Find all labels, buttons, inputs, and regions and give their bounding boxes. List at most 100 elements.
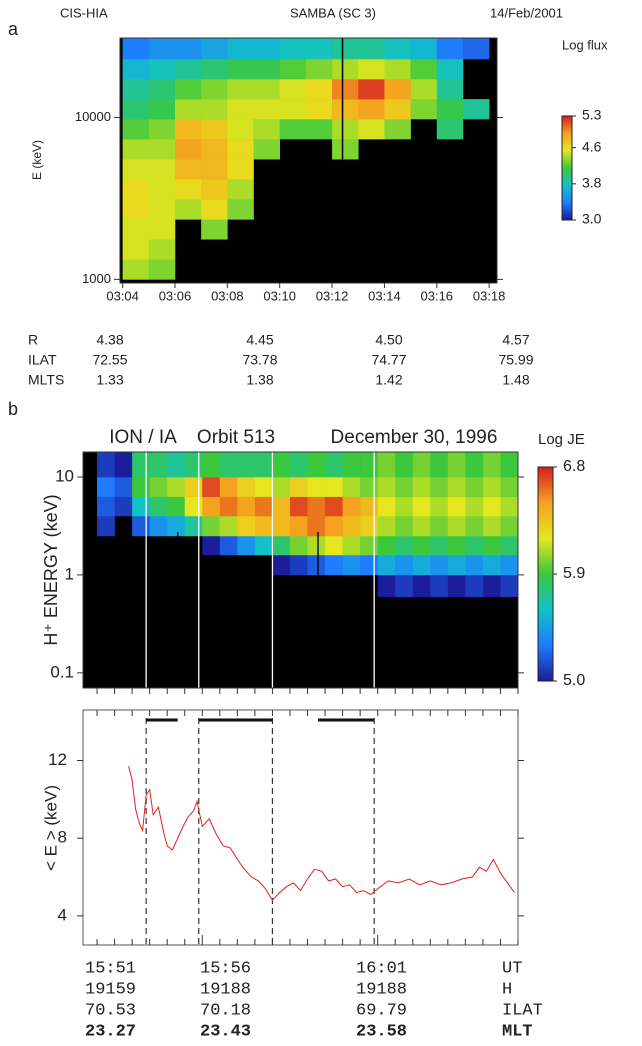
panel-label: b xyxy=(8,399,18,419)
heat-cell xyxy=(272,452,291,478)
y-tick-label: 1 xyxy=(65,564,74,583)
heat-cell xyxy=(305,58,333,80)
table-value: 1.42 xyxy=(375,372,402,388)
heat-cell xyxy=(342,476,361,497)
heat-cell xyxy=(148,159,176,180)
heat-cell xyxy=(174,199,202,220)
heat-cell xyxy=(174,179,202,200)
heat-cell xyxy=(167,476,186,497)
table-cell: 19159 xyxy=(85,980,136,999)
colorbar-label: Log JE xyxy=(538,431,585,448)
heat-cell xyxy=(174,79,202,100)
heat-cell xyxy=(360,496,378,517)
table-cell: 69.79 xyxy=(356,1001,407,1020)
heat-cell xyxy=(325,515,343,537)
x-tick-label: 03:14 xyxy=(368,288,401,303)
heat-cell xyxy=(410,38,438,60)
heat-cell xyxy=(412,476,431,497)
heat-cell xyxy=(436,99,464,120)
heat-cell xyxy=(253,119,281,140)
table-cell: 23.43 xyxy=(200,1022,251,1041)
heat-cell xyxy=(227,58,254,80)
heat-cell xyxy=(219,515,238,537)
heat-cell xyxy=(500,574,519,597)
table-cell: 15:51 xyxy=(85,959,136,978)
heat-cell xyxy=(395,452,414,478)
heat-cell xyxy=(254,535,273,556)
heat-cell xyxy=(201,58,228,80)
heat-cell xyxy=(149,515,168,537)
heat-cell xyxy=(332,38,359,60)
heat-cell xyxy=(219,496,238,517)
x-tick-label: 03:18 xyxy=(473,288,506,303)
heat-cell xyxy=(289,515,308,537)
heat-cell xyxy=(122,199,150,220)
y-axis-label: H⁺ ENERGY (keV) xyxy=(41,494,61,645)
table-cell: 70.18 xyxy=(200,1001,251,1020)
heat-cell xyxy=(500,452,519,478)
x-tick-label: 03:16 xyxy=(421,288,454,303)
heat-cell xyxy=(167,515,186,537)
heat-cell xyxy=(325,476,343,497)
heat-cell xyxy=(447,496,466,517)
heat-cell xyxy=(227,179,254,200)
table-value: 1.33 xyxy=(96,372,123,388)
heat-cell xyxy=(219,452,238,478)
table-row-label: R xyxy=(28,332,38,348)
heat-cell xyxy=(482,452,501,478)
table-cell: ILAT xyxy=(502,1001,543,1020)
table-value: 1.38 xyxy=(246,372,273,388)
table-cell: 23.58 xyxy=(356,1022,407,1041)
heat-cell xyxy=(202,496,221,517)
heat-cell xyxy=(447,452,466,478)
heat-cell xyxy=(360,515,378,537)
heat-cell xyxy=(500,554,519,576)
heat-cell xyxy=(384,79,411,100)
heat-cell xyxy=(500,535,519,556)
heat-cell xyxy=(227,119,254,140)
heat-cell xyxy=(253,58,281,80)
heat-cell xyxy=(377,554,396,576)
heat-cell xyxy=(132,515,150,537)
heat-cell xyxy=(465,554,484,576)
heat-cell xyxy=(305,99,333,120)
heat-cell xyxy=(279,38,307,60)
colorbar xyxy=(561,115,573,221)
heat-cell xyxy=(360,476,378,497)
heat-cell xyxy=(254,515,273,537)
heat-cell xyxy=(149,496,168,517)
heat-cell xyxy=(289,496,308,517)
heat-cell xyxy=(227,38,254,60)
heat-cell xyxy=(148,79,176,100)
header: December 30, 1996 xyxy=(331,427,498,448)
heat-cell xyxy=(377,515,396,537)
heat-cell xyxy=(395,554,414,576)
heat-cell xyxy=(430,452,449,478)
heat-cell xyxy=(132,476,150,497)
heat-cell xyxy=(114,476,133,497)
table-row-label: MLTS xyxy=(28,372,64,388)
heat-cell xyxy=(358,38,385,60)
heat-cell xyxy=(202,535,221,556)
y-tick-label: 8 xyxy=(58,828,67,847)
heat-cell xyxy=(227,79,254,100)
table-cell: H xyxy=(502,980,512,999)
heat-cell xyxy=(272,515,291,537)
heat-cell xyxy=(332,119,359,140)
heat-cell xyxy=(253,38,281,60)
table-value: 4.38 xyxy=(96,332,123,348)
plot-frame xyxy=(119,37,498,284)
heat-cell xyxy=(253,99,281,120)
heat-cell xyxy=(122,259,150,280)
heat-cell xyxy=(377,452,396,478)
table-value: 75.99 xyxy=(498,352,533,368)
heat-cell xyxy=(342,515,361,537)
heat-cell xyxy=(122,219,150,240)
heat-cell xyxy=(358,99,385,120)
heat-cell xyxy=(332,139,359,160)
heat-cell xyxy=(395,515,414,537)
heat-cell xyxy=(465,476,484,497)
heat-cell xyxy=(462,38,490,60)
heat-cell xyxy=(174,119,202,140)
